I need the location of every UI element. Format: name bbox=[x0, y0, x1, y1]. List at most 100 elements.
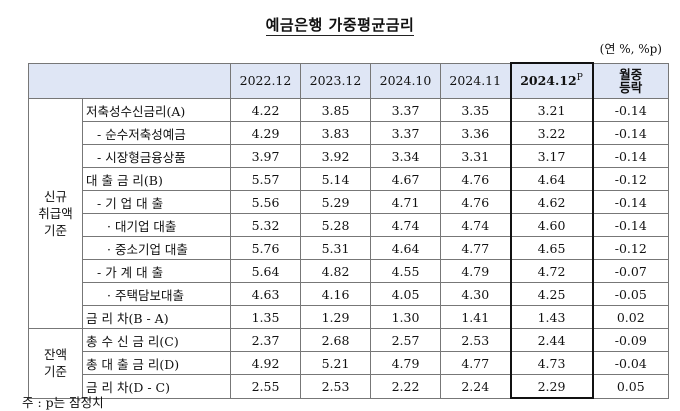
page-title: 예금은행 가중평균금리 bbox=[265, 16, 415, 36]
cell: 5.14 bbox=[300, 167, 371, 191]
cell: 2.55 bbox=[230, 374, 301, 399]
cell: 4.82 bbox=[300, 259, 371, 283]
cell-highlight: 1.43 bbox=[509, 305, 594, 329]
cell: 5.57 bbox=[230, 167, 301, 191]
cell: -0.12 bbox=[592, 236, 669, 260]
table-row: · 주택담보대출 4.63 4.16 4.05 4.30 4.25 -0.05 bbox=[29, 282, 669, 306]
cell: -0.05 bbox=[592, 282, 669, 306]
cell: 4.71 bbox=[370, 190, 441, 214]
cell: 4.76 bbox=[440, 167, 511, 191]
cell: 3.37 bbox=[370, 121, 441, 145]
cell: 2.37 bbox=[230, 328, 301, 352]
table-row: 금 리 차(D - C) 2.55 2.53 2.22 2.24 2.29 0.05 bbox=[29, 374, 669, 399]
cell: 1.41 bbox=[440, 305, 511, 329]
table-row: 총 대 출 금 리(D) 4.92 5.21 4.79 4.77 4.73 -0.04 bbox=[29, 351, 669, 375]
cell: -0.14 bbox=[592, 121, 669, 145]
cell: 4.67 bbox=[370, 167, 441, 191]
cell: 3.85 bbox=[300, 98, 371, 122]
cell: -0.14 bbox=[592, 213, 669, 237]
cell: 5.29 bbox=[300, 190, 371, 214]
cell: 4.63 bbox=[230, 282, 301, 306]
row-label: · 주택담보대출 bbox=[82, 282, 231, 306]
header-col-highlight: 2024.12P bbox=[509, 62, 594, 99]
row-label: 저축성수신금리(A) bbox=[82, 98, 231, 122]
cell: 5.32 bbox=[230, 213, 301, 237]
cell: 2.57 bbox=[370, 328, 441, 352]
cell: 3.34 bbox=[370, 144, 441, 168]
row-label: 대 출 금 리(B) bbox=[82, 167, 231, 191]
cell: -0.14 bbox=[592, 144, 669, 168]
header-blank bbox=[28, 62, 231, 99]
cell: 4.64 bbox=[370, 236, 441, 260]
cell: 5.21 bbox=[300, 351, 371, 375]
cell: 5.64 bbox=[230, 259, 301, 283]
cell: 4.76 bbox=[440, 190, 511, 214]
cell: -0.04 bbox=[592, 351, 669, 375]
cell: 4.74 bbox=[370, 213, 441, 237]
cell: 5.56 bbox=[230, 190, 301, 214]
cell: 5.28 bbox=[300, 213, 371, 237]
footnote: 주 : p는 잠정치 bbox=[22, 395, 104, 410]
cell-highlight: 2.29 bbox=[509, 374, 594, 399]
cell: 5.31 bbox=[300, 236, 371, 260]
cell: 3.35 bbox=[440, 98, 511, 122]
cell: 4.05 bbox=[370, 282, 441, 306]
header-col: 2024.11 bbox=[440, 62, 511, 99]
table-row: 금 리 차(B - A) 1.35 1.29 1.30 1.41 1.43 0.02 bbox=[29, 305, 669, 329]
cell: 4.77 bbox=[440, 351, 511, 375]
cell-highlight: 4.25 bbox=[509, 282, 594, 306]
row-label: · 대기업 대출 bbox=[82, 213, 231, 237]
table-row: 대 출 금 리(B) 5.57 5.14 4.67 4.76 4.64 -0.12 bbox=[29, 167, 669, 191]
cell: 4.79 bbox=[440, 259, 511, 283]
header-col: 2024.10 bbox=[370, 62, 441, 99]
table-row: · 중소기업 대출 5.76 5.31 4.64 4.77 4.65 -0.12 bbox=[29, 236, 669, 260]
cell: 4.22 bbox=[230, 98, 301, 122]
row-label: 총 수 신 금 리(C) bbox=[82, 328, 231, 352]
table-row: · 대기업 대출 5.32 5.28 4.74 4.74 4.60 -0.14 bbox=[29, 213, 669, 237]
row-label: - 가 계 대 출 bbox=[82, 259, 231, 283]
cell: 2.53 bbox=[300, 374, 371, 399]
cell: 4.55 bbox=[370, 259, 441, 283]
row-label: - 시장형금융상품 bbox=[82, 144, 231, 168]
cell: 3.83 bbox=[300, 121, 371, 145]
cell: -0.14 bbox=[592, 190, 669, 214]
cell-highlight: 4.65 bbox=[509, 236, 594, 260]
cell: 4.92 bbox=[230, 351, 301, 375]
cell: 3.31 bbox=[440, 144, 511, 168]
cell-highlight: 4.62 bbox=[509, 190, 594, 214]
cell: 4.74 bbox=[440, 213, 511, 237]
cell-highlight: 4.64 bbox=[509, 167, 594, 191]
table-row: - 기 업 대 출 5.56 5.29 4.71 4.76 4.62 -0.14 bbox=[29, 190, 669, 214]
cell-highlight: 4.73 bbox=[509, 351, 594, 375]
cell-highlight: 3.22 bbox=[509, 121, 594, 145]
cell: 1.35 bbox=[230, 305, 301, 329]
table-row: 신규 취급액 기준 저축성수신금리(A) 4.22 3.85 3.37 3.35 3.21 -0.… bbox=[28, 98, 669, 329]
cell: 3.36 bbox=[440, 121, 511, 145]
row-label: 금 리 차(B - A) bbox=[82, 305, 231, 329]
cell: -0.14 bbox=[592, 98, 669, 122]
cell: 2.24 bbox=[440, 374, 511, 399]
cell: 4.30 bbox=[440, 282, 511, 306]
cell-highlight: 2.44 bbox=[509, 328, 594, 352]
row-label: · 중소기업 대출 bbox=[82, 236, 231, 260]
cell: -0.09 bbox=[592, 328, 669, 352]
cell-highlight: 4.60 bbox=[509, 213, 594, 237]
cell: 1.30 bbox=[370, 305, 441, 329]
cell: 0.02 bbox=[592, 305, 669, 329]
cell: 3.92 bbox=[300, 144, 371, 168]
cell: 4.77 bbox=[440, 236, 511, 260]
header-col: 2022.12 bbox=[230, 62, 301, 99]
row-label: 총 대 출 금 리(D) bbox=[82, 351, 231, 375]
cell: 2.53 bbox=[440, 328, 511, 352]
interest-rate-table: 2022.12 2023.12 2024.10 2024.11 2024.12P… bbox=[28, 62, 669, 399]
cell: 3.37 bbox=[370, 98, 441, 122]
cell: -0.12 bbox=[592, 167, 669, 191]
cell: 1.29 bbox=[300, 305, 371, 329]
row-label: - 기 업 대 출 bbox=[82, 190, 231, 214]
header-col-change: 월중 등락 bbox=[592, 62, 669, 99]
cell: 4.29 bbox=[230, 121, 301, 145]
cell: -0.07 bbox=[592, 259, 669, 283]
cell: 3.97 bbox=[230, 144, 301, 168]
row-group-label: 잔액 기준 bbox=[28, 328, 83, 399]
table-row: - 순수저축성예금 4.29 3.83 3.37 3.36 3.22 -0.14 bbox=[29, 121, 669, 145]
